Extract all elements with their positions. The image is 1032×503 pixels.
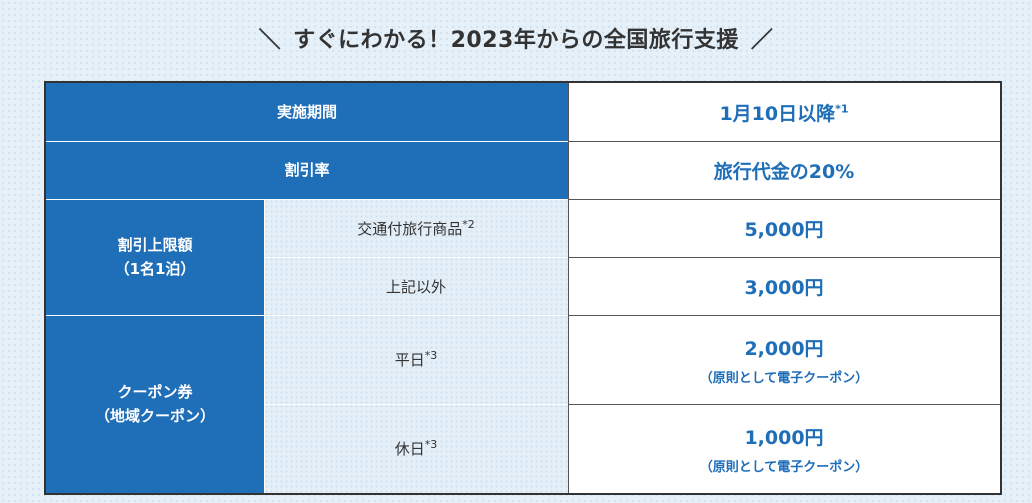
discount-rate-value-cell: 旅行代金の20% <box>568 141 1000 199</box>
column-divider <box>568 83 569 493</box>
weekday-coupon-note: （原則として電子クーポン） <box>699 370 869 386</box>
discount-limit-label-cell: 割引上限額 （1名1泊） <box>46 199 264 315</box>
travel-support-table: 実施期間 1月10日以降*1 割引率 旅行代金の20% 割引上限額 （1名1泊）… <box>44 81 1002 495</box>
discount-limit-row-label-cell: 交通付旅行商品*2 <box>264 199 568 257</box>
discount-limit-row-label-cell: 上記以外 <box>264 257 568 315</box>
coupon-row-value-cell: 2,000円 （原則として電子クーポン） <box>568 315 1000 404</box>
column-divider <box>264 199 265 493</box>
period-value-line: 1月10日以降*1 <box>719 99 848 126</box>
coupon-row-label-line: 休日*3 <box>395 438 438 459</box>
coupon-label-line2: （地域クーポン） <box>94 407 215 425</box>
title-text: すぐにわかる！2023年からの全国旅行支援 <box>293 28 739 53</box>
weekday-value: 2,000円 <box>744 337 824 360</box>
page-title: ＼ すぐにわかる！2023年からの全国旅行支援 ／ <box>0 22 1032 54</box>
weekday-label: 平日 <box>394 351 425 369</box>
holiday-value: 1,000円 <box>744 426 824 449</box>
title-left-mark: ＼ <box>258 28 282 53</box>
discount-rate-value: 旅行代金の20% <box>713 160 855 183</box>
discount-limit-row-value-cell: 3,000円 <box>568 257 1000 315</box>
discount-rate-label: 割引率 <box>284 161 330 179</box>
row-divider <box>568 141 1000 142</box>
transport-package-note-mark: *2 <box>462 217 475 231</box>
row-divider <box>264 315 568 316</box>
row-divider <box>46 141 568 142</box>
discount-limit-label-line2: （1名1泊） <box>114 260 196 278</box>
period-label: 実施期間 <box>276 103 337 121</box>
row-divider <box>46 315 264 316</box>
coupon-row-label-cell: 平日*3 <box>264 315 568 404</box>
period-label-cell: 実施期間 <box>46 83 568 141</box>
weekday-note-mark: *3 <box>424 349 438 362</box>
period-note-mark: *1 <box>835 102 849 116</box>
row-divider <box>264 257 568 258</box>
row-divider <box>568 315 1000 316</box>
row-divider <box>568 404 1000 405</box>
other-products-value: 3,000円 <box>744 276 824 299</box>
holiday-label: 休日 <box>394 440 425 458</box>
row-divider <box>46 199 568 200</box>
row-divider <box>568 257 1000 258</box>
period-value: 1月10日以降 <box>719 102 836 125</box>
title-right-mark: ／ <box>750 28 774 53</box>
holiday-note-mark: *3 <box>424 438 438 451</box>
discount-rate-label-cell: 割引率 <box>46 141 568 199</box>
coupon-row-value-cell: 1,000円 （原則として電子クーポン） <box>568 404 1000 493</box>
holiday-coupon-note: （原則として電子クーポン） <box>699 459 869 475</box>
row-divider <box>568 199 1000 200</box>
discount-limit-row-value-cell: 5,000円 <box>568 199 1000 257</box>
coupon-row-label-line: 平日*3 <box>395 349 438 370</box>
discount-limit-label-line1: 割引上限額 <box>117 236 193 254</box>
coupon-label-cell: クーポン券 （地域クーポン） <box>46 315 264 493</box>
discount-limit-row-label-line: 交通付旅行商品*2 <box>357 218 475 239</box>
coupon-label-line1: クーポン券 <box>117 383 193 401</box>
transport-package-value: 5,000円 <box>744 218 824 241</box>
period-value-cell: 1月10日以降*1 <box>568 83 1000 141</box>
coupon-row-label-cell: 休日*3 <box>264 404 568 493</box>
transport-package-label: 交通付旅行商品 <box>357 219 463 238</box>
other-products-label: 上記以外 <box>385 277 446 296</box>
row-divider <box>264 404 568 405</box>
